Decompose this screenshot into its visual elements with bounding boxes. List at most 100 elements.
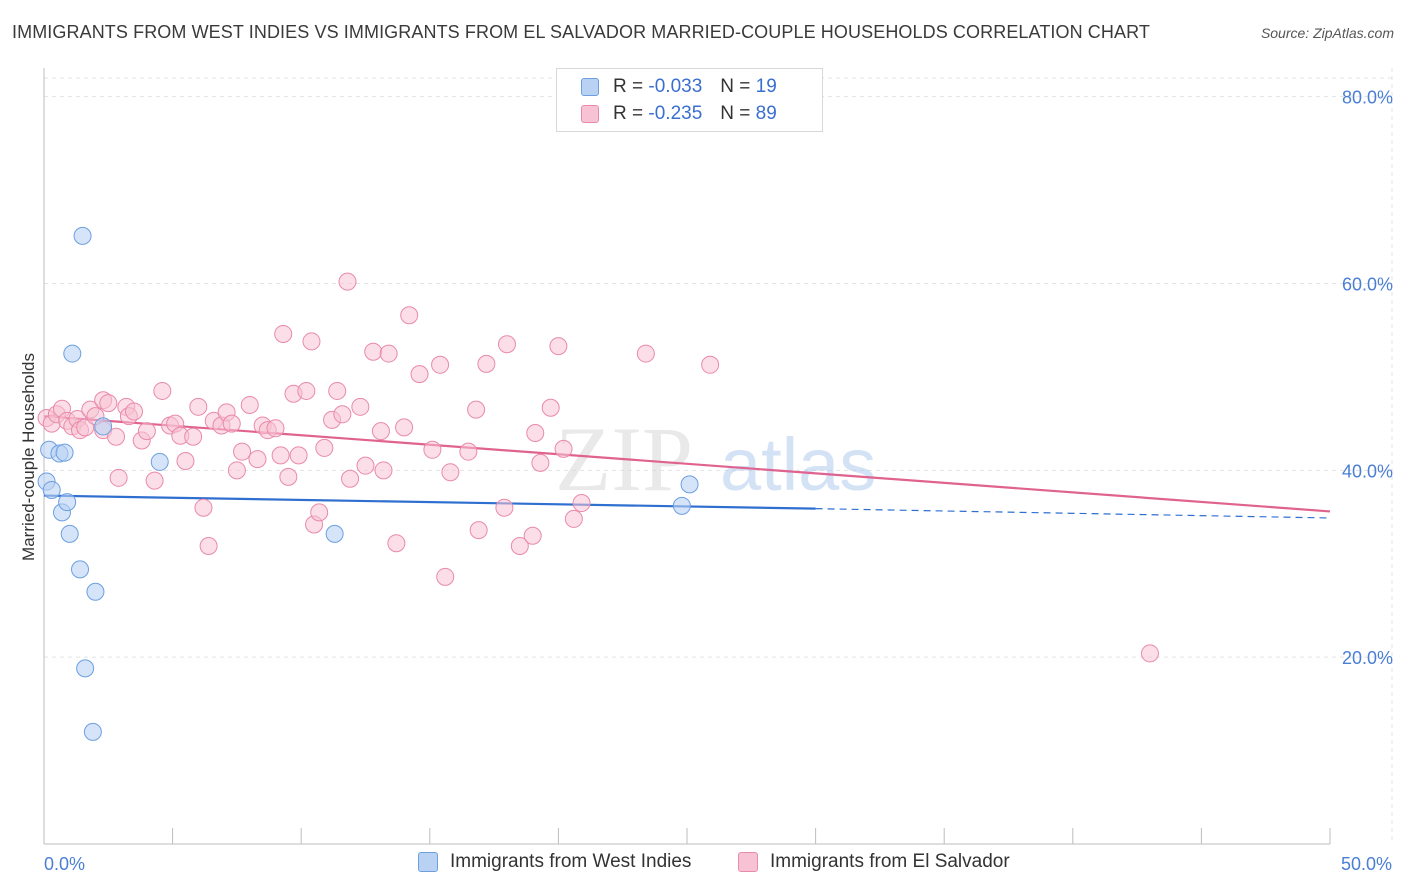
el-salvador-point bbox=[99, 394, 118, 413]
el-salvador-point bbox=[279, 467, 298, 486]
west-indies-trend-extension bbox=[815, 508, 1331, 519]
el-salvador-point bbox=[310, 503, 329, 522]
legend-r-label: R = bbox=[613, 103, 644, 124]
y-tick-label: 40.0% bbox=[1342, 461, 1393, 481]
el-salvador-point bbox=[338, 272, 357, 291]
legend-n-label: N = bbox=[720, 76, 751, 97]
el-salvador-point bbox=[477, 354, 496, 373]
gridlines bbox=[44, 68, 1393, 844]
legend-row-west-indies: R = -0.033 N = 19 bbox=[581, 74, 777, 100]
el-salvador-point bbox=[436, 567, 455, 586]
el-salvador-point bbox=[351, 397, 370, 416]
el-salvador-point bbox=[341, 469, 360, 488]
west-indies-point bbox=[86, 582, 105, 601]
legend-r-value: -0.235 bbox=[648, 103, 703, 124]
x-tick-labels: 0.0% 50.0% bbox=[44, 854, 1392, 874]
y-tick-label: 20.0% bbox=[1342, 648, 1393, 668]
el-salvador-point bbox=[523, 526, 542, 545]
el-salvador-point bbox=[274, 324, 293, 343]
west-indies-point bbox=[71, 560, 90, 579]
el-salvador-point bbox=[107, 427, 126, 446]
west-indies-points bbox=[37, 226, 699, 741]
el-salvador-point bbox=[271, 446, 290, 465]
legend-n-label: N = bbox=[720, 103, 751, 124]
west-indies-legend-swatch bbox=[418, 852, 438, 872]
el-salvador-point bbox=[194, 498, 213, 517]
legend-label-west-indies: Immigrants from West Indies bbox=[450, 851, 692, 872]
el-salvador-point bbox=[541, 398, 560, 417]
west-indies-point bbox=[680, 475, 699, 494]
el-salvador-point bbox=[145, 471, 164, 490]
legend-n-value: 89 bbox=[755, 103, 777, 124]
el-salvador-point bbox=[364, 342, 383, 361]
el-salvador-point bbox=[109, 468, 128, 487]
chart-title: IMMIGRANTS FROM WEST INDIES VS IMMIGRANT… bbox=[12, 22, 1150, 42]
legend-label-el-salvador: Immigrants from El Salvador bbox=[770, 851, 1010, 872]
y-tick-label: 80.0% bbox=[1342, 88, 1393, 108]
el-salvador-point bbox=[441, 463, 460, 482]
west-indies-point bbox=[73, 226, 92, 245]
west-indies-point bbox=[76, 659, 95, 678]
el-salvador-point bbox=[510, 537, 529, 556]
legend-item-el-salvador: Immigrants from El Salvador bbox=[738, 851, 1010, 873]
west-indies-point bbox=[55, 443, 74, 462]
el-salvador-point bbox=[467, 400, 486, 419]
el-salvador-point bbox=[199, 537, 218, 556]
el-salvador-point bbox=[266, 419, 285, 438]
west-indies-point bbox=[58, 493, 77, 512]
el-salvador-point bbox=[459, 442, 478, 461]
el-salvador-point bbox=[431, 355, 450, 374]
el-salvador-point bbox=[423, 440, 442, 459]
y-axis-label: Married-couple Households bbox=[19, 353, 38, 561]
west-indies-point bbox=[63, 344, 82, 363]
el-salvador-point bbox=[531, 453, 550, 472]
el-salvador-legend-swatch bbox=[738, 852, 758, 872]
el-salvador-point bbox=[176, 452, 195, 470]
el-salvador-points bbox=[37, 272, 1159, 663]
west-indies-point bbox=[94, 417, 113, 436]
y-tick-label: 60.0% bbox=[1342, 275, 1393, 295]
el-salvador-point bbox=[572, 494, 591, 513]
el-salvador-point bbox=[153, 381, 172, 400]
x-tick-label: 50.0% bbox=[1341, 854, 1392, 874]
el-salvador-point bbox=[333, 405, 352, 424]
el-salvador-point bbox=[371, 422, 390, 441]
el-salvador-point bbox=[240, 395, 259, 414]
el-salvador-point bbox=[137, 422, 156, 441]
el-salvador-point bbox=[701, 355, 720, 374]
series-legend: Immigrants from West Indies Immigrants f… bbox=[0, 851, 1406, 879]
el-salvador-point bbox=[395, 418, 414, 437]
west-indies-point bbox=[150, 452, 169, 471]
watermark: ZIP atlas bbox=[555, 408, 876, 510]
el-salvador-point bbox=[636, 344, 655, 363]
west-indies-point bbox=[325, 524, 344, 543]
west-indies-point bbox=[42, 480, 61, 499]
el-salvador-point bbox=[374, 461, 393, 480]
el-salvador-point bbox=[526, 423, 545, 442]
el-salvador-point bbox=[184, 427, 203, 446]
west-indies-trend-line bbox=[43, 494, 816, 510]
el-salvador-point bbox=[356, 456, 375, 475]
el-salvador-point bbox=[564, 509, 583, 528]
legend-n-value: 19 bbox=[755, 76, 777, 97]
legend-row-el-salvador: R = -0.235 N = 89 bbox=[581, 101, 777, 127]
source-credit: Source: ZipAtlas.com bbox=[1260, 25, 1394, 41]
legend-r-value: -0.033 bbox=[648, 76, 703, 97]
el-salvador-point bbox=[379, 344, 398, 363]
el-salvador-point bbox=[227, 461, 246, 480]
el-salvador-point bbox=[289, 446, 308, 465]
el-salvador-point bbox=[302, 332, 321, 351]
el-salvador-point bbox=[497, 335, 516, 354]
el-salvador-point bbox=[233, 442, 252, 461]
el-salvador-point bbox=[400, 306, 419, 325]
el-salvador-point bbox=[297, 381, 316, 400]
el-salvador-point bbox=[222, 414, 241, 433]
watermark-atlas: atlas bbox=[720, 423, 876, 506]
el-salvador-point bbox=[554, 439, 573, 458]
el-salvador-point bbox=[469, 521, 488, 540]
el-salvador-point bbox=[248, 450, 267, 469]
el-salvador-point bbox=[315, 438, 334, 457]
el-salvador-swatch bbox=[581, 105, 599, 123]
el-salvador-point bbox=[549, 337, 568, 356]
